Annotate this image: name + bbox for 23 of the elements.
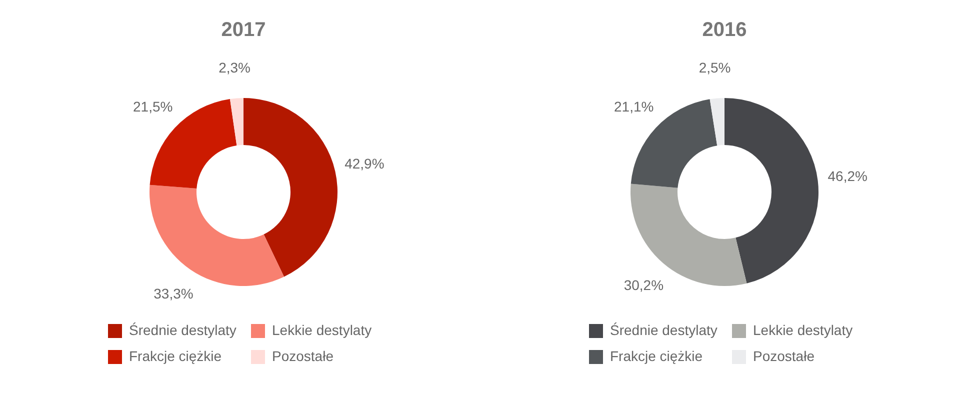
legend-label: Pozostałe: [753, 348, 815, 364]
data-label: 33,3%: [154, 285, 194, 302]
data-label: 30,2%: [624, 277, 664, 294]
legend-label: Lekkie destylaty: [272, 322, 372, 338]
legend-label: Średnie destylaty: [129, 322, 236, 338]
donut-slice: [724, 98, 818, 284]
legend-label: Frakcje ciężkie: [610, 348, 703, 364]
chart-title: 2017: [221, 19, 266, 41]
data-label: 21,5%: [132, 98, 173, 114]
legend-label: Średnie destylaty: [610, 322, 718, 338]
legend-label: Pozostałe: [272, 348, 334, 364]
donut-slice: [150, 184, 284, 286]
data-label: 2,5%: [698, 59, 731, 76]
donut-slice: [244, 98, 338, 277]
legend-label: Lekkie destylaty: [753, 322, 853, 338]
legend-label: Frakcje ciężkie: [129, 348, 222, 364]
data-label: 42,9%: [344, 156, 384, 172]
chart-title: 2016: [702, 19, 747, 41]
data-label: 21,1%: [614, 98, 654, 114]
data-label: 2,3%: [218, 59, 251, 76]
donut-slice: [710, 98, 724, 146]
donut-slice: [230, 98, 244, 146]
data-label: 46,2%: [828, 168, 868, 184]
